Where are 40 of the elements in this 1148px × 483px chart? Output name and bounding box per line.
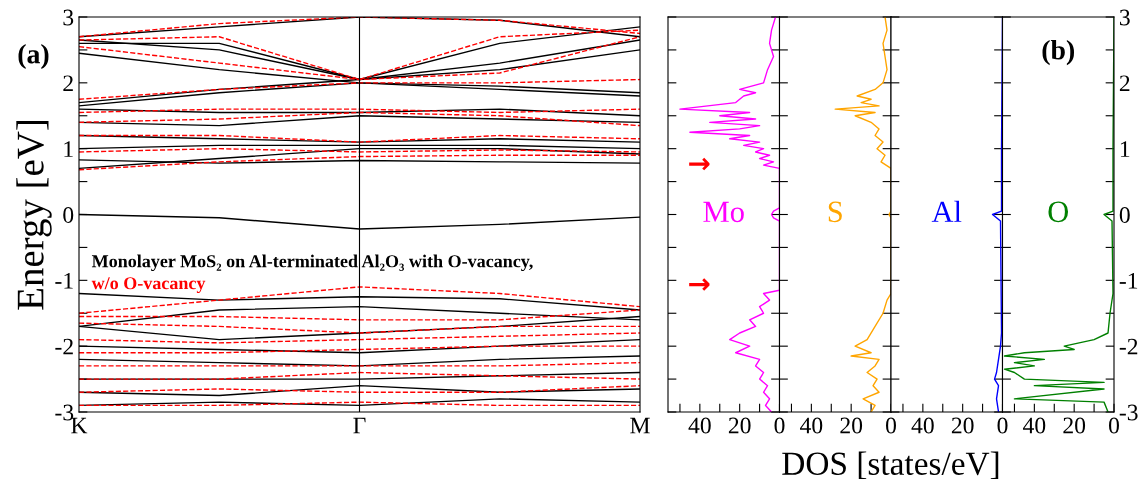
x-tick-label: 40 [688, 417, 711, 434]
series-label: Monolayer MoS₂ on Al-terminated Al₂O₃ with O-vacancy, [91, 254, 533, 272]
y-tick-label: 3 [63, 9, 74, 26]
y-tick-label: -2 [55, 338, 73, 355]
x-tick-label: 40 [911, 417, 934, 434]
x-tick-label: 0 [774, 417, 785, 434]
x-tick-label: 40 [1023, 417, 1046, 434]
x-tick-label: 20 [728, 417, 751, 434]
y-tick-label: -1 [55, 272, 73, 289]
y-tick-label: -1 [1119, 272, 1138, 289]
x-axis-title: DOS [states/eV] [782, 451, 999, 480]
annotation: (b) [1042, 39, 1075, 66]
y-tick-label: 2 [63, 75, 73, 92]
x-tick-label: 0 [997, 417, 1008, 434]
y-tick-label: 0 [1119, 206, 1130, 223]
y-axis-title: Energy [eV] [16, 121, 52, 310]
x-tick-label: Γ [353, 417, 366, 434]
y-tick-label: 2 [1119, 75, 1130, 92]
y-tick-label: -2 [1119, 338, 1138, 355]
x-tick-label: 20 [951, 417, 974, 434]
x-tick-label: 20 [840, 417, 863, 434]
text: (a) [18, 43, 49, 70]
y-tick-label: 0 [63, 206, 74, 223]
x-tick-label: 40 [800, 417, 823, 434]
x-tick-label: K [71, 417, 88, 434]
annotation: → [689, 278, 710, 291]
x-tick-label: M [630, 417, 650, 434]
annotation: → [689, 157, 710, 171]
y-tick-label: 3 [1119, 9, 1130, 26]
series-label: O [1048, 201, 1069, 223]
y-tick-label: -3 [1119, 404, 1138, 421]
x-tick-label: 0 [886, 417, 896, 434]
series-label: Mo [703, 201, 744, 223]
series-label: Al [931, 200, 962, 222]
x-tick-label: 20 [1063, 417, 1086, 434]
y-tick-label: 1 [64, 141, 73, 157]
series-label: S [828, 201, 842, 223]
y-tick-label: 1 [1120, 141, 1130, 157]
y-tick-label: -3 [55, 404, 74, 421]
series-label: w/o O-vacancy [91, 277, 206, 293]
